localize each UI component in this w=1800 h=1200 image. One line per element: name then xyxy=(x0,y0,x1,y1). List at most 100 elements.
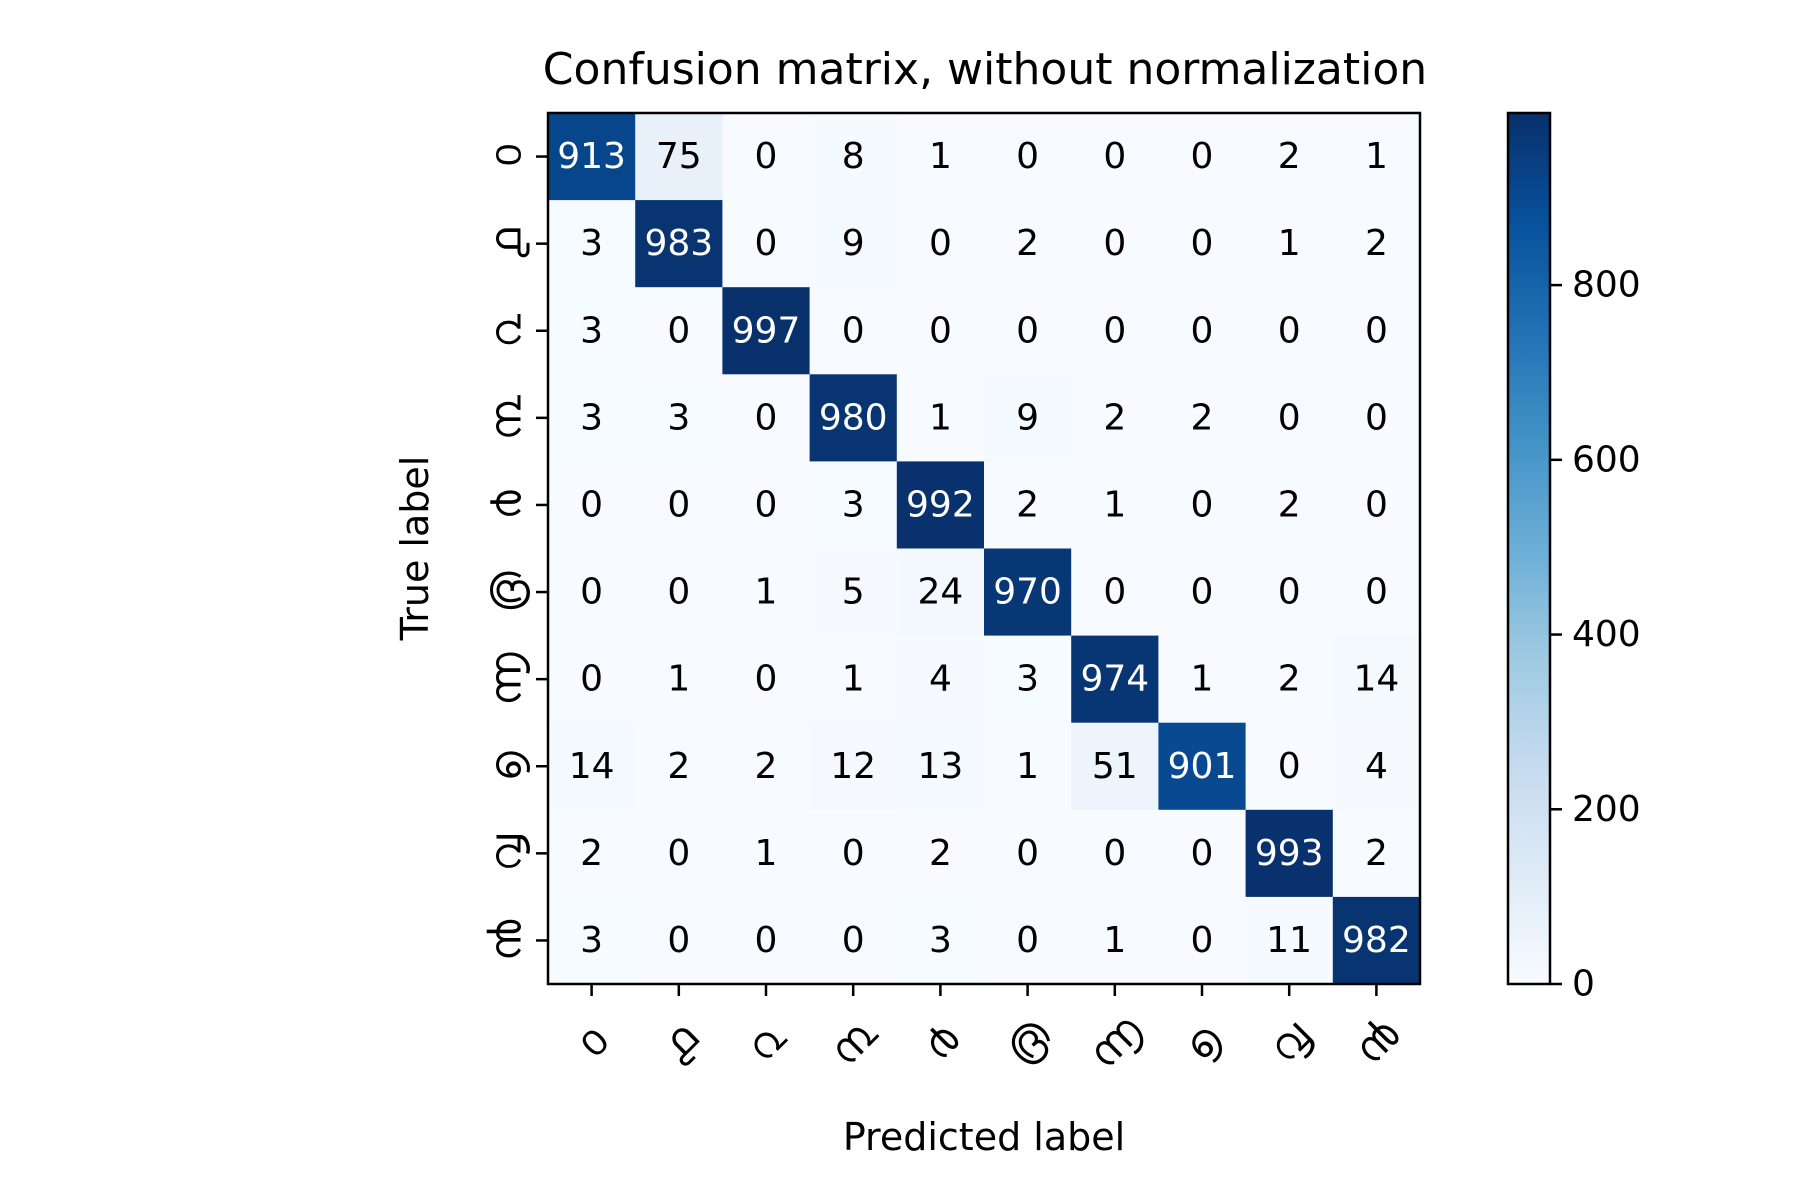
heatmap-cell xyxy=(722,461,811,550)
heatmap-cell xyxy=(1245,374,1334,462)
cell-value-label: 13 xyxy=(917,746,963,787)
heatmap-cell xyxy=(635,635,723,724)
cell-value-label: 0 xyxy=(1103,223,1126,264)
cell-value-label: 983 xyxy=(644,223,713,264)
heatmap-cell xyxy=(1071,461,1159,550)
cell-value-label: 0 xyxy=(1191,920,1214,961)
cell-value-labels: 913 75 0 8 1 0 0 0 2 13 983 0 9 0 2 0 0 1 23 0 997 0 0 0 0 0 0 03 3 0… xyxy=(557,136,1411,961)
heatmap-cell xyxy=(1158,200,1247,288)
y-tick-label: ൫ xyxy=(481,571,532,613)
cell-value-label: 1 xyxy=(1016,746,1039,787)
cell-value-label: 0 xyxy=(1365,310,1388,351)
cell-value-label: 0 xyxy=(1365,484,1388,525)
cell-value-label: 2 xyxy=(1016,484,1039,525)
heatmap-cell xyxy=(809,896,898,985)
y-tick-label: ൨ xyxy=(481,314,532,348)
heatmap-cell xyxy=(1245,461,1334,550)
cell-value-label: 0 xyxy=(580,484,603,525)
plot-frame xyxy=(546,111,1422,986)
cell-value-label: 0 xyxy=(1365,572,1388,613)
cell-value-label: 982 xyxy=(1342,920,1411,961)
cell-value-label: 970 xyxy=(993,572,1062,613)
heatmap-cell xyxy=(896,896,985,985)
x-tick-label: ൮ xyxy=(1258,1011,1320,1073)
heatmap-cell xyxy=(809,113,898,201)
cell-value-label: 3 xyxy=(580,310,603,351)
cell-value-label: 2 xyxy=(1278,484,1301,525)
heatmap-cell xyxy=(1245,635,1334,724)
heatmap-cell xyxy=(1245,722,1334,811)
cell-value-label: 901 xyxy=(1168,746,1237,787)
colorbar-tick-label: 800 xyxy=(1572,265,1641,306)
cell-value-label: 2 xyxy=(1278,136,1301,177)
heatmap-cell xyxy=(1071,548,1159,637)
cell-value-label: 2 xyxy=(667,746,690,787)
heatmap-cell xyxy=(635,722,723,811)
y-tick-label: ൯ xyxy=(481,919,532,961)
heatmap-cell xyxy=(1071,635,1159,724)
cell-value-label: 3 xyxy=(1016,659,1039,700)
cell-value-label: 0 xyxy=(580,572,603,613)
heatmap-cell xyxy=(1245,548,1334,637)
cell-value-label: 1 xyxy=(667,659,690,700)
heatmap-cell xyxy=(984,374,1072,462)
heatmap-cell xyxy=(635,113,723,201)
heatmap-cell xyxy=(1158,374,1247,462)
cell-value-label: 0 xyxy=(755,484,778,525)
cell-value-label: 2 xyxy=(1278,659,1301,700)
heatmap-cell xyxy=(1332,200,1421,288)
heatmap-cell xyxy=(1158,809,1247,898)
heatmap-cell xyxy=(984,461,1072,550)
cell-value-label: 0 xyxy=(1016,833,1039,874)
cell-value-label: 0 xyxy=(1278,310,1301,351)
x-tick-label: ൪ xyxy=(912,1013,969,1070)
heatmap-cell xyxy=(722,287,811,375)
cell-value-label: 0 xyxy=(842,833,865,874)
cell-value-label: 2 xyxy=(1103,397,1126,438)
heatmap-cell xyxy=(635,200,723,288)
cell-value-label: 2 xyxy=(929,833,952,874)
heatmap-cell xyxy=(1332,809,1421,898)
heatmap-cell xyxy=(896,635,985,724)
heatmap-cell xyxy=(1245,896,1334,985)
cell-value-label: 980 xyxy=(819,397,888,438)
heatmap-cell xyxy=(1332,287,1421,375)
heatmap-cell xyxy=(635,548,723,637)
heatmap-cell xyxy=(1071,896,1159,985)
cell-value-label: 11 xyxy=(1266,920,1312,961)
colorbar-tick-label: 0 xyxy=(1572,964,1595,1005)
cell-value-label: 992 xyxy=(906,484,975,525)
cell-value-label: 2 xyxy=(755,746,778,787)
y-tick-label: ൬ xyxy=(481,652,532,706)
cell-value-label: 14 xyxy=(1353,659,1399,700)
cell-value-label: 24 xyxy=(917,572,963,613)
cell-value-label: 3 xyxy=(580,920,603,961)
cell-value-label: 9 xyxy=(1016,397,1039,438)
heatmap-cell xyxy=(1071,809,1159,898)
cell-value-label: 9 xyxy=(842,223,865,264)
y-tick-label: ൦ xyxy=(481,145,532,168)
heatmap-cell xyxy=(1332,461,1421,550)
cell-value-label: 3 xyxy=(842,484,865,525)
cell-value-label: 1 xyxy=(1103,920,1126,961)
heatmap-cell xyxy=(722,548,811,637)
heatmap-cell xyxy=(1245,113,1334,201)
heatmap-cell xyxy=(809,461,898,550)
heatmap-cell xyxy=(722,722,811,811)
heatmap-cell xyxy=(548,113,636,201)
heatmap-cell xyxy=(896,809,985,898)
cell-value-label: 1 xyxy=(1278,223,1301,264)
heatmap-cell xyxy=(896,200,985,288)
heatmap-cell xyxy=(984,548,1072,637)
x-tick-label: ൯ xyxy=(1344,1009,1410,1075)
cell-value-label: 1 xyxy=(755,833,778,874)
heatmap-cell xyxy=(809,635,898,724)
heatmap-cell xyxy=(722,374,811,462)
heatmap-cell xyxy=(809,374,898,462)
cell-value-label: 0 xyxy=(1278,746,1301,787)
heatmap-cell xyxy=(1332,896,1421,985)
cell-value-label: 2 xyxy=(1191,397,1214,438)
cell-value-label: 0 xyxy=(667,920,690,961)
cell-value-label: 0 xyxy=(1016,310,1039,351)
x-tick-label: ൫ xyxy=(995,1009,1061,1075)
